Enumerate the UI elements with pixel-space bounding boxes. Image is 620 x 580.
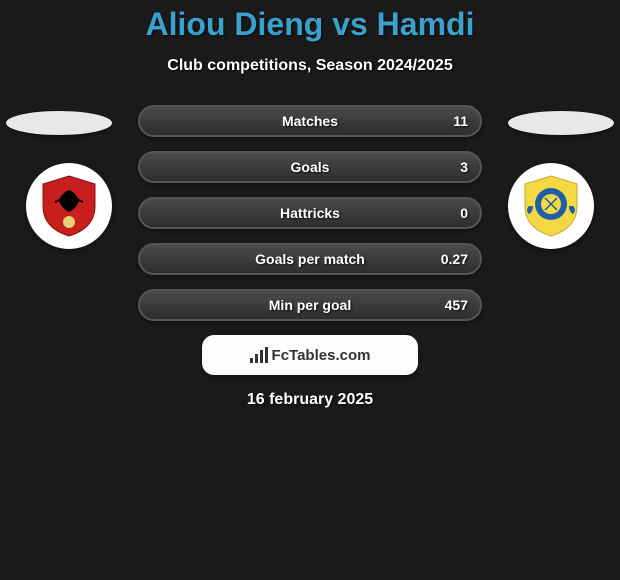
- stat-value: 11: [453, 113, 468, 129]
- club-badge-left[interactable]: [26, 163, 112, 249]
- stats-wrap: Matches 11 Goals 3 Hattricks 0 Goals per…: [0, 105, 620, 409]
- club-badge-right[interactable]: [508, 163, 594, 249]
- bars-icon: [250, 347, 268, 363]
- stat-value: 3: [460, 159, 468, 175]
- footer-date: 16 february 2025: [0, 391, 620, 409]
- ismaily-crest-icon: [515, 170, 587, 242]
- stat-label: Goals per match: [255, 251, 365, 267]
- brand-box[interactable]: FcTables.com: [202, 335, 418, 375]
- stat-row-goals-per-match: Goals per match 0.27: [138, 243, 482, 275]
- comparison-card: Aliou Dieng vs Hamdi Club competitions, …: [0, 0, 620, 409]
- stat-value: 0.27: [441, 251, 468, 267]
- player-plate-left: [6, 111, 112, 135]
- stat-row-matches: Matches 11: [138, 105, 482, 137]
- brand-text: FcTables.com: [272, 347, 371, 364]
- fctables-logo: FcTables.com: [250, 347, 371, 364]
- stat-label: Hattricks: [280, 205, 340, 221]
- stat-label: Matches: [282, 113, 338, 129]
- stats-list: Matches 11 Goals 3 Hattricks 0 Goals per…: [138, 105, 482, 321]
- stat-label: Goals: [291, 159, 330, 175]
- al-ahly-crest-icon: [33, 170, 105, 242]
- player-plate-right: [508, 111, 614, 135]
- stat-value: 0: [460, 205, 468, 221]
- stat-label: Min per goal: [269, 297, 351, 313]
- stat-row-min-per-goal: Min per goal 457: [138, 289, 482, 321]
- stat-row-goals: Goals 3: [138, 151, 482, 183]
- season-subtitle: Club competitions, Season 2024/2025: [0, 57, 620, 75]
- page-title: Aliou Dieng vs Hamdi: [0, 6, 620, 43]
- stat-value: 457: [445, 297, 468, 313]
- stat-row-hattricks: Hattricks 0: [138, 197, 482, 229]
